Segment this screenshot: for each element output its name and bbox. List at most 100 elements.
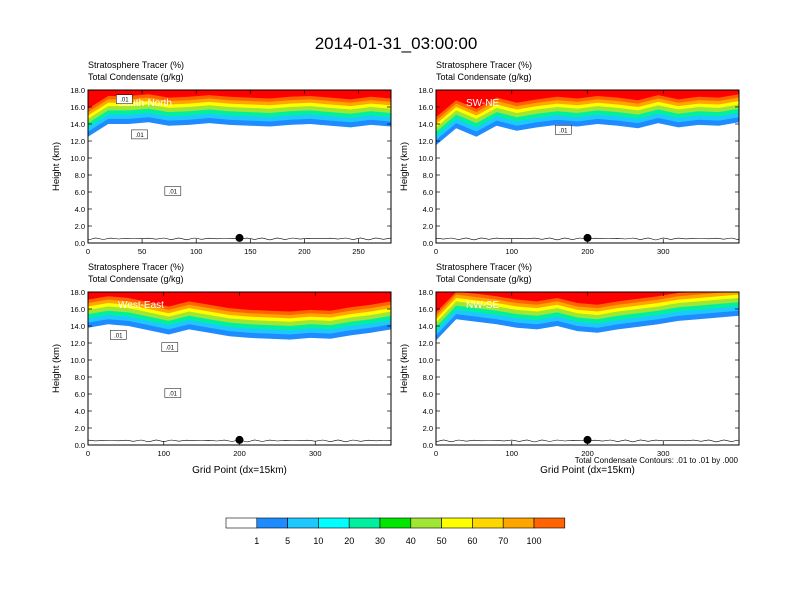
y-tick-label: 4.0 [423,407,433,416]
contour-label: .01 [116,94,133,104]
panel-south-north: Stratosphere Tracer (%) Total Condensate … [51,60,392,256]
tracer-band-7 [436,90,739,118]
y-tick-label: 4.0 [75,407,85,416]
x-tick-label: 0 [434,449,438,458]
y-tick-label: 2.0 [423,424,433,433]
contour-footnote: Total Condensate Contours: .01 to .01 by… [575,456,739,465]
y-tick-label: 6.0 [423,390,433,399]
contour-label: .01 [110,330,127,340]
y-axis-label: Height (km) [51,344,62,393]
colorbar-box [256,517,288,529]
location-marker [235,233,244,242]
contour-label-box [164,388,182,398]
colorbar-label: 5 [285,536,290,546]
x-tick-label: 300 [657,449,670,458]
y-tick-label: 4.0 [423,205,433,214]
x-axis-label: Grid Point (dx=15km) [192,465,287,476]
y-axis-label: Height (km) [399,142,410,191]
colorbar-label: 70 [498,536,508,546]
x-tick-label: 250 [352,247,365,256]
x-tick-label: 0 [434,247,438,256]
contour-label-text: .01 [120,98,129,104]
colorbar-label: 30 [375,536,385,546]
y-tick-label: 14.0 [70,322,85,331]
y-tick-label: 0.0 [423,239,433,248]
contour-label-text: .01 [166,346,175,352]
x-tick-label: 100 [190,247,203,256]
contour-label-text: .01 [135,133,144,139]
panel-sw-ne: Stratosphere Tracer (%) Total Condensate … [399,60,740,256]
y-tick-label: 10.0 [70,356,85,365]
y-tick-label: 0.0 [75,441,85,450]
x-tick-label: 150 [244,247,257,256]
colorbar-label: 10 [313,536,323,546]
colorbar-label: 60 [467,536,477,546]
y-tick-label: 18.0 [418,86,433,95]
colorbar-box [379,517,412,529]
y-tick-label: 16.0 [70,103,85,112]
colorbar-label: 1 [254,536,259,546]
y-tick-label: 6.0 [423,188,433,197]
contour-label: .01 [164,186,182,196]
y-tick-label: 2.0 [75,222,85,231]
colorbar-box [502,517,535,529]
contour-label-box [161,342,179,352]
y-tick-label: 16.0 [418,305,433,314]
y-tick-label: 6.0 [75,188,85,197]
colorbar-box [287,517,319,529]
y-tick-label: 0.0 [423,441,433,450]
colorbar-box [441,517,473,529]
y-tick-label: 18.0 [418,288,433,297]
y-tick-label: 10.0 [70,154,85,163]
contour-label: .01 [555,125,572,135]
y-tick-label: 18.0 [70,86,85,95]
y-tick-label: 6.0 [75,390,85,399]
y-tick-label: 14.0 [70,120,85,129]
panel-header-condensate: Total Condensate (g/kg) [436,274,532,284]
location-marker [583,435,592,444]
panels: Stratosphere Tracer (%) Total Condensate … [51,60,740,476]
figure-title: 2014-01-31_03:00:00 [315,34,478,53]
contour-label-text: .01 [169,392,178,398]
x-tick-label: 100 [505,247,518,256]
x-tick-label: 0 [86,449,90,458]
tracer-band-7 [88,90,391,109]
contour-label-box [110,330,127,340]
colorbar-box [348,517,381,529]
y-tick-label: 8.0 [75,373,85,382]
y-tick-label: 8.0 [423,373,433,382]
y-tick-label: 14.0 [418,120,433,129]
contour-label-text: .01 [114,333,123,339]
colorbar-label: 50 [437,536,447,546]
colorbar-box [225,517,258,529]
y-tick-label: 8.0 [75,171,85,180]
x-tick-label: 300 [657,247,670,256]
colorbar-box [472,517,504,529]
panel-label: NW-SE [466,300,499,311]
y-tick-label: 14.0 [418,322,433,331]
panel-header-condensate: Total Condensate (g/kg) [88,72,184,82]
y-tick-label: 8.0 [423,171,433,180]
panel-label: South-North [118,98,172,109]
x-tick-label: 100 [505,449,518,458]
colorbar: 1 5 10 20 30 40 50 60 70 100 [225,517,566,546]
y-tick-label: 12.0 [70,137,85,146]
y-tick-label: 18.0 [70,288,85,297]
x-tick-label: 200 [581,247,594,256]
panel-header-tracer: Stratosphere Tracer (%) [436,60,532,70]
x-tick-label: 200 [233,449,246,458]
colorbar-label: 100 [526,536,541,546]
y-tick-label: 12.0 [70,339,85,348]
contour-label-box [131,129,148,140]
colorbar-label: 20 [344,536,354,546]
y-tick-label: 10.0 [418,154,433,163]
colorbar-label: 40 [406,536,416,546]
contour-label: .01 [131,129,148,140]
panel-header-condensate: Total Condensate (g/kg) [88,274,184,284]
y-tick-label: 12.0 [418,137,433,146]
contour-label-box [555,125,572,135]
location-marker [235,435,244,444]
panel-header-condensate: Total Condensate (g/kg) [436,72,532,82]
y-tick-label: 0.0 [75,239,85,248]
panel-header-tracer: Stratosphere Tracer (%) [88,262,184,272]
